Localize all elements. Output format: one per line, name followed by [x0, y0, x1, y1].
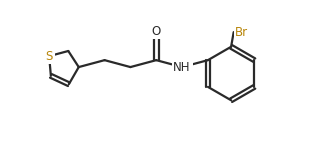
Text: NH: NH [173, 61, 191, 74]
Text: S: S [46, 50, 53, 63]
Text: O: O [152, 25, 161, 38]
Text: Br: Br [235, 26, 248, 39]
